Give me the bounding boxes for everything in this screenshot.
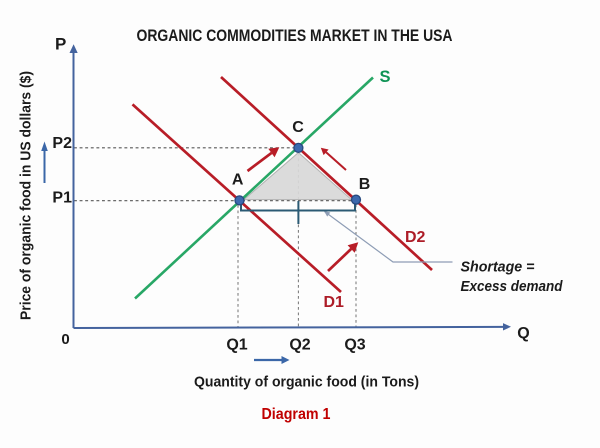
svg-text:Quantity of organic food (in T: Quantity of organic food (in Tons) <box>194 374 419 391</box>
svg-text:D1: D1 <box>324 294 345 311</box>
svg-text:Q: Q <box>517 325 529 342</box>
svg-text:0: 0 <box>61 331 69 348</box>
svg-text:A: A <box>232 172 244 189</box>
svg-text:P1: P1 <box>52 190 72 207</box>
svg-text:Shortage =: Shortage = <box>461 260 536 276</box>
svg-text:S: S <box>379 68 390 86</box>
svg-text:Q3: Q3 <box>344 337 365 354</box>
svg-text:P: P <box>55 35 66 54</box>
svg-text:P2: P2 <box>52 135 72 152</box>
svg-text:B: B <box>359 176 371 193</box>
svg-text:Excess demand: Excess demand <box>461 279 564 295</box>
svg-text:Q2: Q2 <box>289 337 310 354</box>
svg-text:C: C <box>292 119 304 136</box>
svg-text:Price of organic food in US do: Price of organic food in US dollars ($) <box>18 71 35 320</box>
svg-text:D2: D2 <box>405 229 426 246</box>
svg-text:Diagram 1: Diagram 1 <box>262 406 331 423</box>
svg-text:ORGANIC COMMODITIES MARKET IN: ORGANIC COMMODITIES MARKET IN THE USA <box>137 26 453 45</box>
svg-text:Q1: Q1 <box>226 337 247 354</box>
